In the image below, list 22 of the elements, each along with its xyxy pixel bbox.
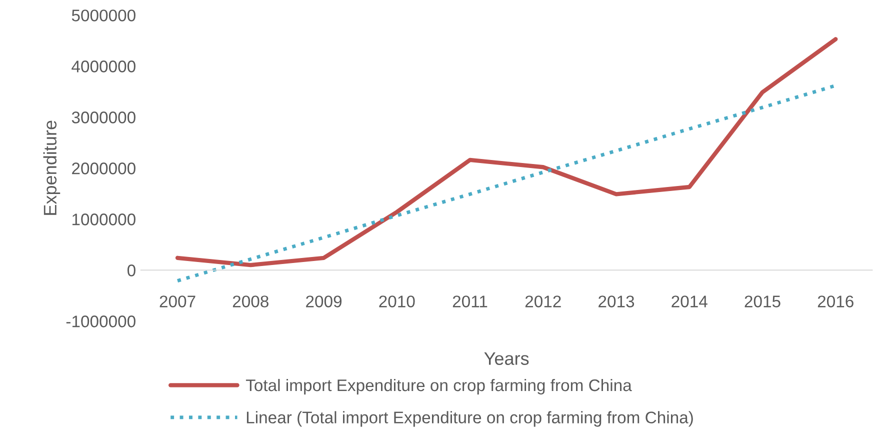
legend-label: Linear (Total import Expenditure on crop farming from China) (246, 411, 693, 427)
legend-label: Total import Expenditure on crop farming from China (246, 378, 632, 394)
x-tick-label: 2011 (452, 296, 488, 308)
y-tick-label: -1000000 (66, 316, 136, 328)
y-tick-label: 5000000 (72, 10, 136, 22)
y-tick-label: 3000000 (72, 112, 136, 124)
x-tick-label: 2013 (598, 296, 634, 308)
x-tick-label: 2012 (525, 296, 561, 308)
x-tick-label: 2007 (160, 296, 196, 308)
x-axis-title: Years (484, 352, 529, 365)
y-axis-title: Expenditure (43, 120, 60, 215)
y-tick-label: 1000000 (72, 214, 136, 226)
x-tick-label: 2016 (818, 296, 854, 308)
y-tick-label: 4000000 (72, 60, 136, 72)
x-tick-label: 2009 (306, 296, 342, 308)
x-tick-label: 2010 (379, 296, 415, 308)
line-series (175, 37, 838, 268)
x-tick-label: 2015 (744, 296, 780, 308)
x-tick-label: 2008 (232, 296, 268, 308)
x-tick-label: 2014 (672, 296, 708, 308)
y-tick-label: 0 (127, 264, 136, 276)
y-tick-label: 2000000 (72, 162, 136, 174)
